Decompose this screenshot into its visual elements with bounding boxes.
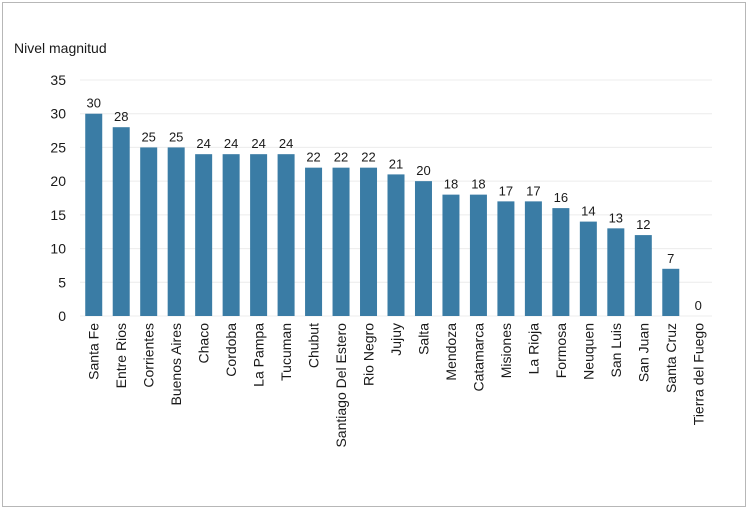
bar [414, 181, 432, 316]
bar [579, 221, 597, 316]
category-label: Mendoza [443, 323, 459, 381]
y-tick-label: 0 [58, 308, 66, 324]
category-label: Santa Fe [86, 323, 102, 380]
y-tick-label: 10 [50, 241, 66, 257]
bar [552, 208, 570, 316]
value-label: 25 [169, 129, 183, 144]
bar [332, 167, 350, 316]
value-label: 13 [609, 210, 623, 225]
category-label: Misiones [498, 323, 514, 378]
value-label: 17 [526, 183, 540, 198]
bar [140, 147, 158, 316]
value-labels: 30 28 25 25 24 24 24 24 22 22 22 21 20 18 18 17 17 16 14 13… [87, 96, 702, 313]
y-tick-label: 30 [50, 106, 66, 122]
category-labels: Santa Fe Entre Rios Corrientes Buenos Aires… [86, 323, 707, 448]
value-label: 20 [416, 163, 430, 178]
category-label: Jujuy [388, 323, 404, 356]
category-label: Tucuman [278, 323, 294, 381]
value-label: 24 [251, 136, 265, 151]
category-label: Catamarca [470, 323, 486, 392]
bar [442, 194, 460, 316]
value-label: 22 [334, 150, 348, 165]
bar [524, 201, 542, 316]
category-label: La Rioja [525, 323, 541, 375]
value-label: 22 [361, 150, 375, 165]
category-label: Santa Cruz [663, 323, 679, 393]
y-tick-label: 25 [50, 139, 66, 155]
y-tick-label: 15 [50, 207, 66, 223]
category-label: Chaco [196, 323, 212, 364]
bar [167, 147, 185, 316]
bar [634, 235, 652, 316]
bar [387, 174, 405, 316]
category-label: Rio Negro [361, 323, 377, 386]
category-label: Cordoba [223, 323, 239, 377]
category-label: Corrientes [141, 323, 157, 388]
bar [305, 167, 323, 316]
category-label: Neuquen [580, 323, 596, 380]
category-label: Entre Rios [113, 323, 129, 388]
category-label: San Juan [635, 323, 651, 382]
value-label: 22 [306, 150, 320, 165]
value-label: 14 [581, 204, 595, 219]
bar [662, 268, 680, 316]
value-label: 24 [196, 136, 210, 151]
value-label: 24 [279, 136, 293, 151]
category-label: Buenos Aires [168, 323, 184, 406]
bar [497, 201, 515, 316]
category-label: San Luis [608, 323, 624, 377]
value-label: 7 [667, 251, 674, 266]
bar [85, 113, 103, 316]
bar [360, 167, 378, 316]
category-label: Salta [415, 323, 431, 355]
value-label: 18 [471, 177, 485, 192]
category-label: Tierra del Fuego [690, 323, 706, 425]
category-label: Formosa [553, 323, 569, 378]
bar [607, 228, 625, 316]
bars [85, 113, 680, 316]
y-tick-label: 35 [50, 72, 66, 88]
bar [277, 154, 295, 316]
value-label: 28 [114, 109, 128, 124]
bar [222, 154, 240, 316]
y-tick-labels: 0 5 10 15 20 25 30 35 [50, 72, 66, 324]
value-label: 17 [499, 183, 513, 198]
category-label: La Pampa [251, 323, 267, 387]
y-axis-title: Nivel magnitud [14, 40, 107, 56]
bar [112, 127, 130, 316]
bar [195, 154, 213, 316]
value-label: 0 [695, 298, 702, 313]
bar [469, 194, 487, 316]
category-label: Santiago Del Estero [333, 323, 349, 448]
value-label: 12 [636, 217, 650, 232]
value-label: 25 [141, 129, 155, 144]
value-label: 24 [224, 136, 238, 151]
y-tick-label: 20 [50, 173, 66, 189]
y-tick-label: 5 [58, 274, 66, 290]
value-label: 30 [87, 96, 101, 111]
bar [250, 154, 268, 316]
value-label: 18 [444, 177, 458, 192]
category-label: Chubut [306, 323, 322, 368]
value-label: 21 [389, 156, 403, 171]
value-label: 16 [554, 190, 568, 205]
